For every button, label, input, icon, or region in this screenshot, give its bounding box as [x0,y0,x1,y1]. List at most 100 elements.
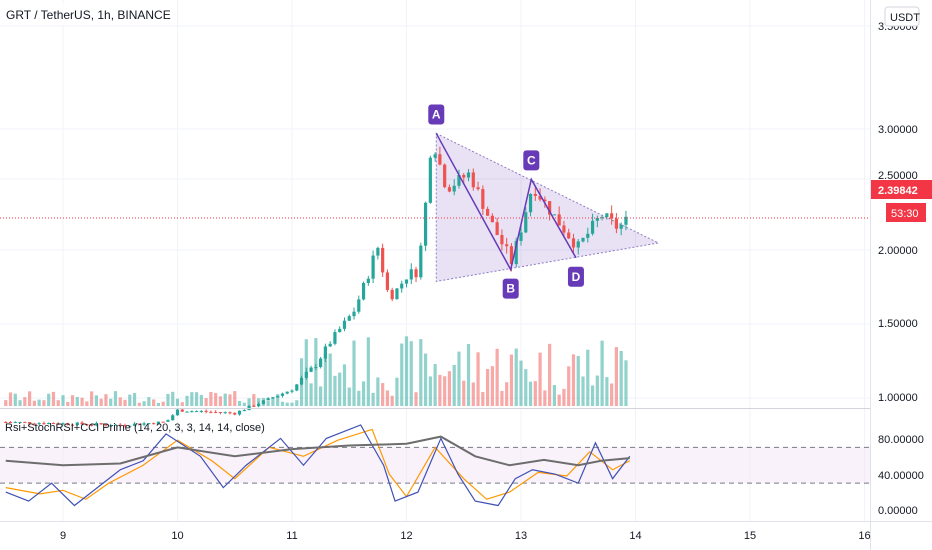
volume-bar [419,339,423,406]
candle-body [428,157,432,203]
price-tick: 2.50000 [878,170,918,182]
candle-body [75,422,79,426]
candle-body [147,423,151,425]
volume-bar [94,395,98,406]
volume-bar [237,400,242,406]
candle-body [357,299,361,312]
volume-bar [333,375,337,406]
volume-bar [314,338,318,406]
volume-bar [61,395,65,406]
volume-bar [290,402,294,406]
time-label: 14 [629,530,641,542]
candle-body [32,423,36,425]
volume-bar [113,391,118,406]
indicator-title: Rsi+StochRSI+CCI Prime (14, 20, 3, 3, 14… [5,422,265,434]
candle-body [500,235,504,245]
candle-body [13,422,17,424]
volume-bar [128,394,132,406]
volume-bar [514,348,518,406]
candle-body [462,174,466,178]
candle-body [576,241,580,248]
stoch-k-line [5,424,631,507]
volume-bar [595,375,599,406]
volume-bar [214,393,218,406]
volume-bar [600,340,604,406]
candle-body [381,247,385,273]
candle-body [257,403,261,407]
candle-body [99,423,103,425]
candlestick-series [4,146,628,428]
candle-body [128,425,132,427]
indicator-tick: 0.00000 [878,505,918,517]
volume-bar [56,400,60,406]
volume-bar [190,392,194,406]
volume-bar [18,400,22,406]
currency-button[interactable]: USDT [884,6,920,27]
candle-body [8,422,13,424]
candle-body [586,233,590,238]
candle-body [557,214,561,226]
volume-bar [619,350,623,406]
candle-body [419,245,423,278]
currency-button-label[interactable]: USDT [890,12,920,24]
candle-body [342,320,347,329]
volume-bar [161,401,165,406]
candle-body [90,424,94,426]
candle-body [132,423,137,426]
candle-body [624,216,628,225]
candle-body [218,412,223,414]
volume-bar [519,360,523,406]
volume-bar [357,390,361,406]
title-backdrop [0,3,170,25]
pattern-point-labels[interactable]: A B C D [428,104,584,299]
volume-bar [466,344,471,406]
volume-bar [123,399,127,406]
currency-button-frame[interactable] [884,6,920,27]
candle-body [4,422,8,424]
volume-bar [199,394,203,406]
candle-body [610,213,614,219]
candle-body [285,391,289,394]
volume-bar [328,353,332,406]
candle-body [390,289,394,300]
candle-body [562,225,566,233]
candle-body [85,424,89,426]
volume-bar [90,391,94,406]
volume-bar [538,352,542,406]
volume-bar [109,398,113,406]
volume-bar [457,351,461,406]
candle-body [366,278,370,284]
abcd-pattern-line[interactable] [435,133,577,272]
candle-body [166,420,170,422]
volume-bar [385,390,390,406]
volume-bar [390,395,394,406]
time-label: 11 [286,530,297,542]
volume-bar [338,372,342,406]
volume-bar [486,368,490,406]
time-label: 10 [171,530,183,542]
volume-bar [443,376,447,406]
volume-bar [257,398,261,406]
candle-body [319,358,323,368]
volume-bar [171,391,175,406]
volume-bar [371,392,375,406]
candle-body [361,283,366,300]
volume-bar [347,387,351,406]
time-label: 15 [744,530,756,542]
candle-body [314,367,318,369]
candle-body [118,424,122,426]
volume-bar [156,402,161,406]
time-label: 16 [858,530,870,542]
volume-bar [99,398,103,406]
candle-body [404,279,409,284]
volume-bar [605,377,609,406]
candle-body [443,164,447,188]
candle-body [37,423,41,425]
volume-bar [590,385,595,406]
volume-bar [42,400,46,406]
volume-bar [438,374,442,406]
candle-body [395,288,399,300]
candle-body [199,410,203,412]
volume-bar [552,385,556,406]
